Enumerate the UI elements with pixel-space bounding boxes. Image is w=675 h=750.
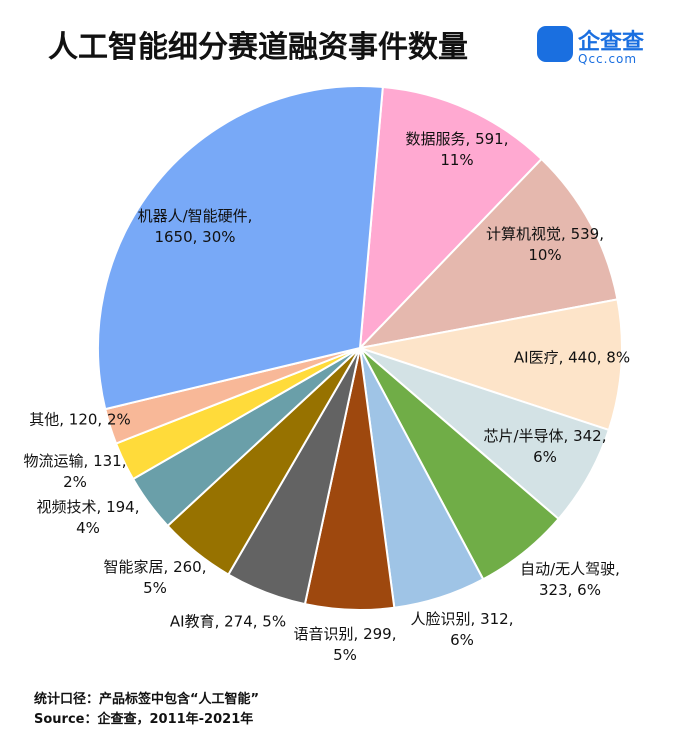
slice-label: AI医疗, 440, 8% — [513, 348, 631, 367]
slice-label: 其他, 120, 2% — [29, 410, 131, 429]
source: Source：企查查，2011年-2021年 — [34, 712, 254, 727]
logo-icon — [537, 26, 573, 62]
slice-label: 自动/无人驾驶, 323, 6% — [520, 560, 620, 599]
slice-label: 智能家居, 260, 5% — [103, 558, 207, 597]
slice-label: AI教育, 274, 5% — [169, 612, 287, 631]
slice-label: 数据服务, 591, 11% — [405, 130, 509, 169]
pie-slice — [357, 157, 619, 350]
logo: 企查查 — [578, 30, 645, 55]
slice-label: 语音识别, 299, 5% — [293, 625, 397, 664]
chart-title: 人工智能细分赛道融资事件数量 — [48, 30, 468, 65]
pie-slice — [97, 85, 384, 411]
note: 统计口径：产品标签中包含“人工智能” — [34, 692, 260, 707]
slice-label: 芯片/半导体, 342, 6% — [483, 427, 607, 466]
pie-slice — [359, 298, 623, 432]
slice-label: 机器人/智能硬件, 1650, 30% — [137, 207, 253, 246]
slice-label: 物流运输, 131, 2% — [23, 452, 127, 491]
logo-sub: Qcc.com — [578, 52, 638, 66]
slice-label: 视频技术, 194, 4% — [36, 498, 140, 537]
pie-slice — [358, 85, 543, 351]
slice-label: 人脸识别, 312, 6% — [410, 610, 514, 649]
slice-label: 计算机视觉, 539, 10% — [486, 225, 604, 264]
